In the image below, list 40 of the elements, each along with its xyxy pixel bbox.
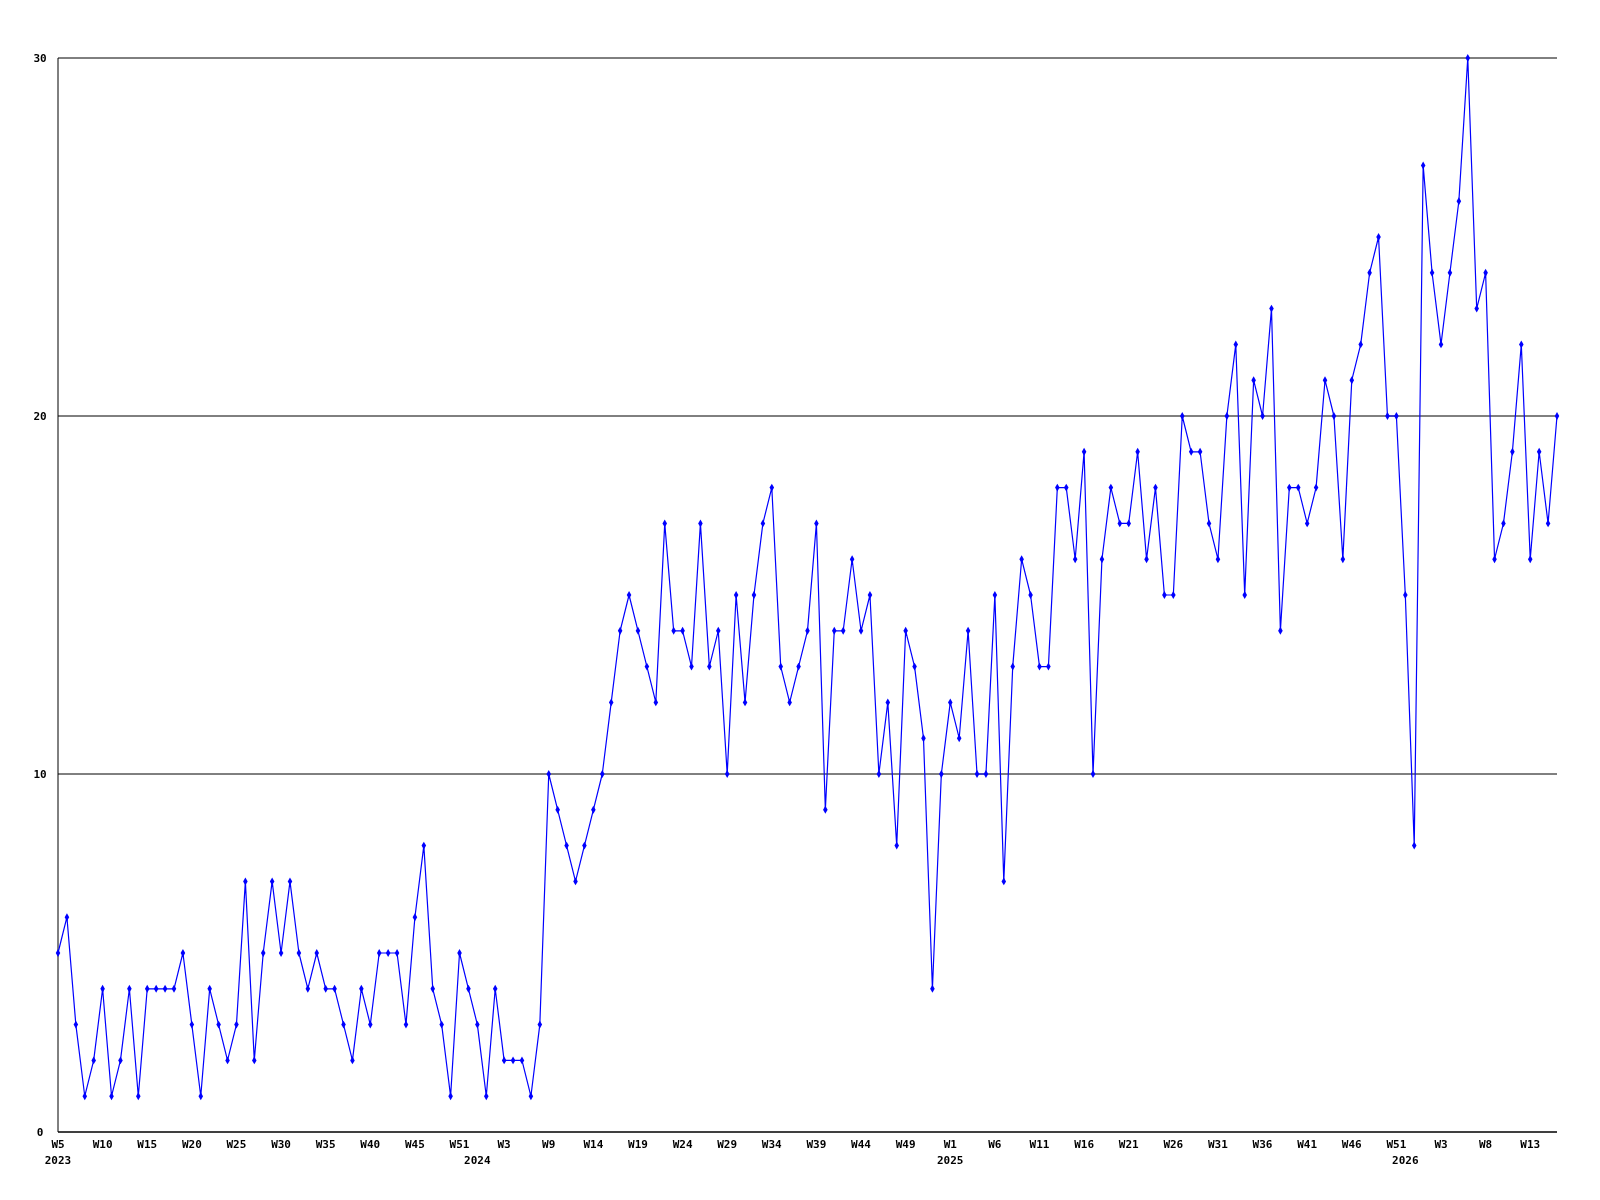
x-tick-label: W9 [542,1138,556,1151]
x-tick-label: W41 [1297,1138,1318,1151]
x-tick-label: W26 [1163,1138,1184,1151]
x-tick-label: W45 [404,1138,425,1151]
x-tick-label: W29 [717,1138,738,1151]
x-tick-label: W20 [181,1138,202,1151]
x-tick-label: W10 [92,1138,113,1151]
x-tick-label: W3 [497,1138,511,1151]
y-tick-label: 0 [36,1126,44,1139]
x-tick-label: W5 2023 [44,1138,72,1167]
x-tick-label: W36 [1252,1138,1273,1151]
x-tick-label: W3 [1434,1138,1448,1151]
x-tick-label: W25 [226,1138,247,1151]
x-tick-label: W16 [1074,1138,1095,1151]
x-tick-label: W44 [851,1138,872,1151]
x-tick-label: W1 2025 [937,1138,964,1167]
x-tick-label: W13 [1520,1138,1541,1151]
y-tick-label: 10 [33,768,47,781]
y-tick-label: 30 [33,52,47,65]
x-tick-label: W39 [806,1138,827,1151]
x-tick-label: W11 [1029,1138,1050,1151]
x-tick-label: W15 [137,1138,158,1151]
x-tick-label: W19 [628,1138,648,1151]
x-tick-label: W35 [315,1138,336,1151]
x-tick-label: W46 [1341,1138,1363,1151]
x-tick-label: 2024 [464,1154,491,1167]
y-tick-label: 20 [33,410,47,423]
x-tick-label: 2026 [1392,1154,1419,1167]
x-tick-label: W14 [583,1138,604,1151]
x-tick-label: W49 [895,1138,916,1151]
x-tick-label: W34 [761,1138,783,1151]
x-tick-label: W31 [1208,1138,1229,1151]
x-tick-label: W24 [672,1138,693,1151]
x-tick-label: W6 [988,1138,1002,1151]
x-tick-label: W30 [271,1138,291,1151]
x-tick-label: W40 [360,1138,381,1151]
x-tick-label: W51 [1386,1138,1407,1151]
x-tick-label: W21 [1118,1138,1140,1151]
x-tick-label: W51 [449,1138,470,1151]
x-tick-label: W8 [1478,1138,1493,1151]
